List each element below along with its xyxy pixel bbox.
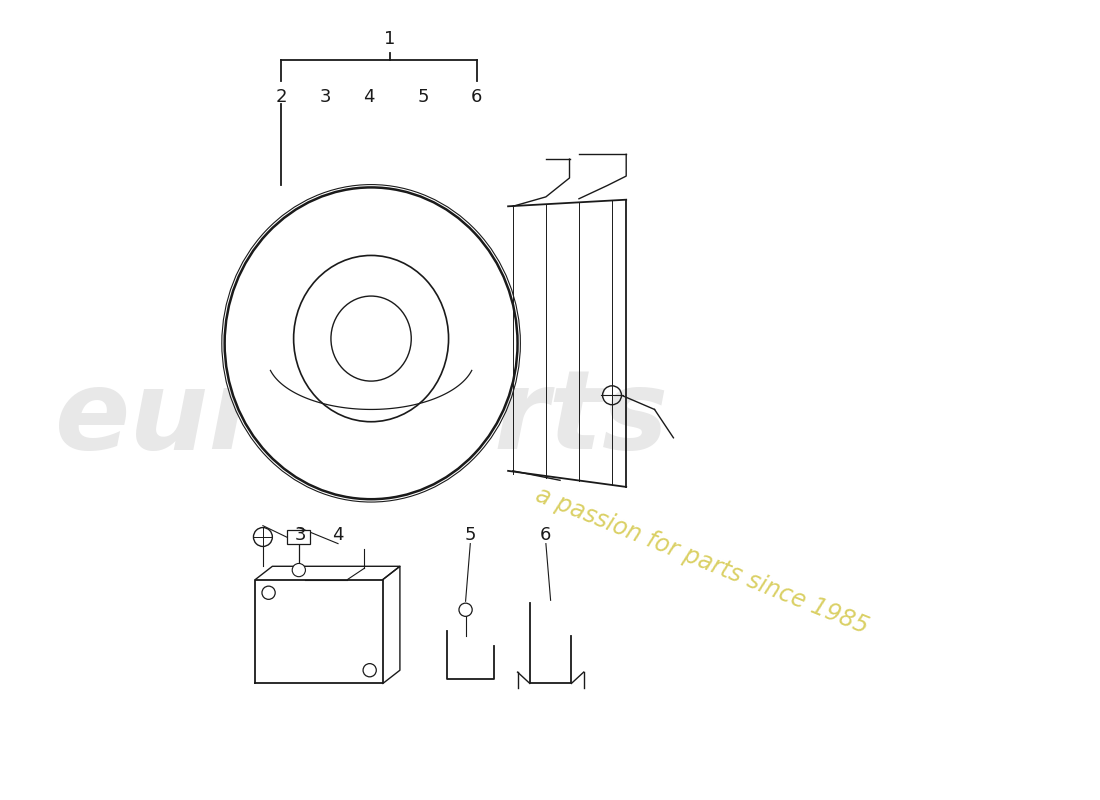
Circle shape [459, 603, 472, 616]
Text: 5: 5 [417, 88, 429, 106]
Text: 3: 3 [295, 526, 306, 544]
Ellipse shape [294, 255, 449, 422]
Text: 6: 6 [540, 526, 551, 544]
Ellipse shape [331, 296, 411, 381]
Text: 2: 2 [276, 88, 287, 106]
Text: 4: 4 [363, 88, 375, 106]
Text: 3: 3 [320, 88, 331, 106]
Text: europarts: europarts [55, 366, 669, 472]
Text: 1: 1 [384, 30, 396, 48]
Bar [287, 530, 310, 544]
Circle shape [293, 563, 306, 577]
Text: 4: 4 [332, 526, 344, 544]
Ellipse shape [224, 187, 517, 499]
Text: 6: 6 [471, 88, 483, 106]
Text: 5: 5 [464, 526, 476, 544]
Circle shape [253, 527, 273, 546]
Text: a passion for parts since 1985: a passion for parts since 1985 [531, 482, 871, 638]
